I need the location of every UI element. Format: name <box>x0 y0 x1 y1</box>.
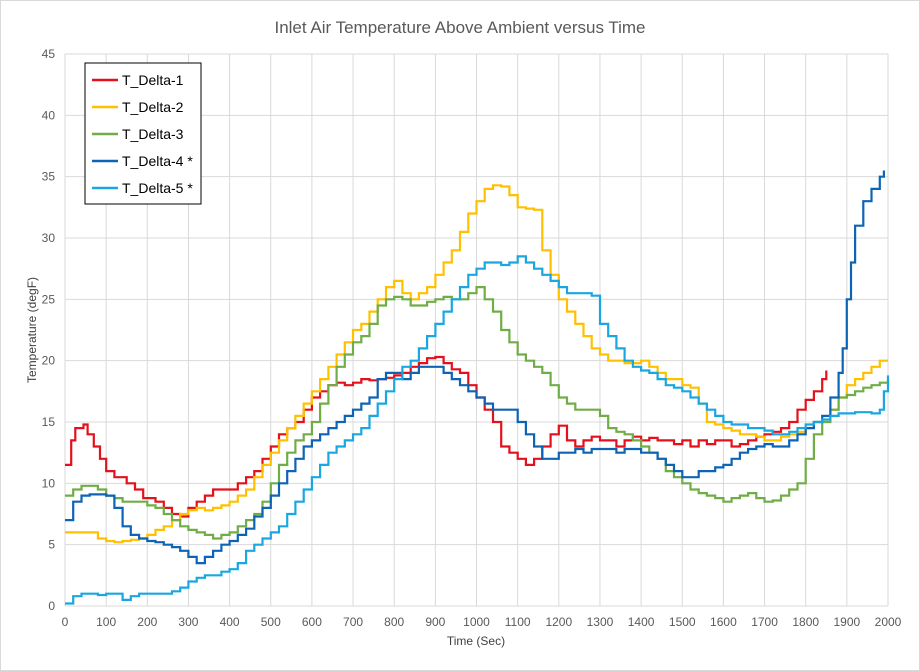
y-tick-label: 35 <box>42 170 56 184</box>
x-tick-label: 600 <box>302 615 322 629</box>
x-tick-label: 1800 <box>792 615 819 629</box>
legend-label-4: T_Delta-4 * <box>122 153 193 169</box>
x-tick-label: 1300 <box>587 615 614 629</box>
y-tick-label: 30 <box>42 231 56 245</box>
x-tick-label: 0 <box>62 615 69 629</box>
series-line-5 <box>65 255 890 605</box>
legend-label-2: T_Delta-2 <box>122 99 184 115</box>
x-tick-label: 400 <box>220 615 240 629</box>
x-tick-label: 700 <box>343 615 363 629</box>
y-tick-label: 40 <box>42 108 56 122</box>
x-tick-label: 900 <box>425 615 445 629</box>
x-tick-label: 500 <box>261 615 281 629</box>
legend-label-3: T_Delta-3 <box>122 126 184 142</box>
y-tick-label: 20 <box>42 354 56 368</box>
x-tick-label: 1700 <box>751 615 778 629</box>
x-tick-label: 1400 <box>628 615 655 629</box>
x-tick-label: 1600 <box>710 615 737 629</box>
tick-labels: 0 5 10 15 20 25 30 35 40 45 0 100 200 300 400 500 600 700… <box>42 47 902 629</box>
x-axis-label: Time (Sec) <box>447 634 505 648</box>
x-tick-label: 1500 <box>669 615 696 629</box>
y-tick-label: 10 <box>42 476 56 490</box>
x-tick-label: 1900 <box>833 615 860 629</box>
x-tick-label: 1100 <box>505 615 531 629</box>
y-tick-label: 25 <box>42 292 56 306</box>
x-tick-label: 2000 <box>875 615 902 629</box>
y-tick-label: 0 <box>48 599 55 613</box>
y-tick-label: 5 <box>48 538 55 552</box>
series-line-4 <box>65 170 885 565</box>
x-tick-label: 1000 <box>463 615 490 629</box>
x-tick-label: 1200 <box>545 615 572 629</box>
series-line-1 <box>65 355 828 518</box>
x-tick-label: 300 <box>178 615 198 629</box>
x-tick-label: 100 <box>96 615 116 629</box>
x-tick-label: 800 <box>384 615 404 629</box>
legend-label-5: T_Delta-5 * <box>122 180 193 196</box>
legend: T_Delta-1 T_Delta-2 T_Delta-3 T_Delta-4 * T_… <box>84 62 202 205</box>
series-line-3 <box>65 286 890 540</box>
series-lines <box>65 170 890 605</box>
x-tick-label: 200 <box>137 615 157 629</box>
y-axis-label: Temperature (degF) <box>25 277 39 383</box>
legend-label-1: T_Delta-1 <box>122 72 184 88</box>
y-tick-label: 45 <box>42 47 56 61</box>
y-tick-label: 15 <box>42 415 56 429</box>
chart-title: Inlet Air Temperature Above Ambient vers… <box>274 18 645 37</box>
series-line-2 <box>65 184 888 544</box>
